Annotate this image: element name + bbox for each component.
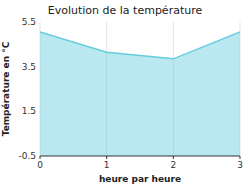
x-tick [240, 156, 241, 159]
y-tick-label: 5.5 [22, 17, 36, 27]
x-tick-label: 3 [237, 160, 243, 170]
x-tick-label: 1 [104, 160, 110, 170]
x-tick-label: 2 [170, 160, 176, 170]
y-tick-label: 3.5 [22, 62, 36, 72]
line [40, 32, 240, 59]
x-tick-label: 0 [37, 160, 43, 170]
x-axis: 0 1 2 3 [37, 156, 243, 170]
x-tick [173, 156, 174, 159]
y-tick-label: 1.5 [22, 106, 36, 116]
x-tick [40, 156, 41, 159]
area-fill [40, 32, 240, 156]
grid [40, 22, 240, 156]
chart-container: 0 1 2 3 -0.5 1.5 3.5 5.5 heure par heure Températ… [0, 0, 250, 188]
y-axis-label: Température en °C [1, 41, 11, 136]
x-axis-line [40, 156, 240, 157]
y-axis: -0.5 1.5 3.5 5.5 [18, 17, 36, 161]
chart-svg: 0 1 2 3 -0.5 1.5 3.5 5.5 heure par heure Températ… [0, 0, 250, 188]
x-axis-label: heure par heure [99, 174, 181, 184]
chart-title: Evolution de la température [48, 4, 203, 17]
x-tick [106, 156, 107, 159]
plot-area [40, 32, 240, 156]
y-tick-label: -0.5 [18, 151, 36, 161]
